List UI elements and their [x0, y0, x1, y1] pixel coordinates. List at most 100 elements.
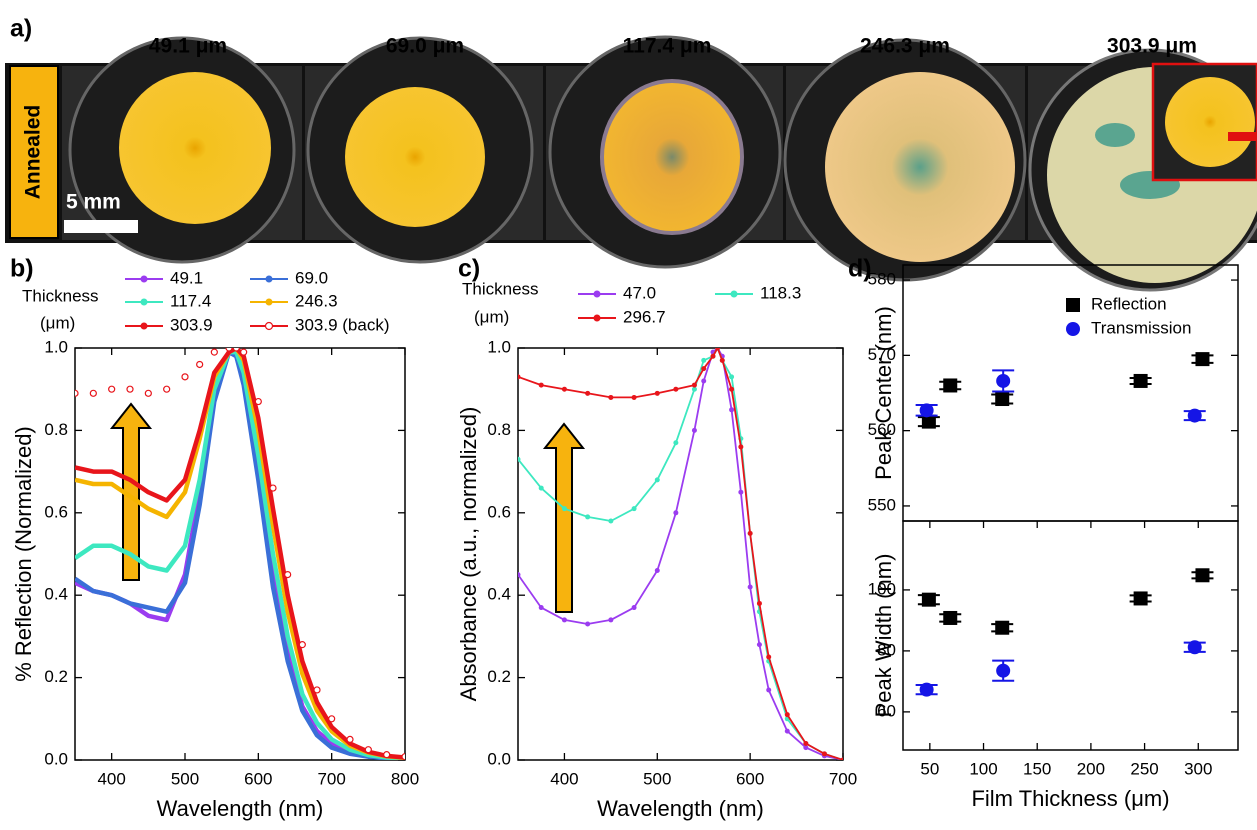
sample-label: 117.4 μm [623, 35, 712, 58]
y-tick-label: 0.4 [487, 585, 511, 604]
y-axis-label: Peak Center (nm) [871, 306, 896, 480]
plot-area [75, 348, 405, 760]
marker [538, 382, 544, 388]
marker [631, 394, 637, 400]
x-tick-label: 600 [736, 769, 764, 788]
y-tick-label: 1.0 [44, 337, 68, 356]
marker [730, 290, 738, 298]
legend-label: 246.3 [295, 291, 338, 310]
series-line [75, 349, 405, 760]
marker [738, 489, 744, 495]
marker [691, 427, 697, 433]
x-axis-label: Wavelength (nm) [157, 796, 324, 821]
x-tick-label: 300 [1184, 759, 1212, 778]
marker [766, 687, 772, 693]
marker [585, 621, 591, 627]
marker [631, 506, 637, 512]
marker [265, 298, 273, 306]
marker [518, 572, 521, 578]
arrow [109, 402, 153, 581]
marker [89, 389, 97, 397]
marker [710, 353, 716, 359]
marker [585, 514, 591, 520]
marker [140, 298, 148, 306]
series-line [75, 349, 405, 760]
legend-label: 47.0 [623, 283, 656, 302]
marker [608, 617, 614, 623]
marker [346, 735, 354, 744]
marker [943, 378, 958, 393]
marker [701, 357, 707, 363]
sample-label: 49.1 μm [149, 35, 227, 58]
legend-title: (μm) [474, 307, 509, 326]
y-tick-label: 0.4 [44, 585, 68, 604]
marker [284, 570, 292, 579]
series-line [75, 348, 405, 760]
marker [715, 348, 721, 351]
plot-frame [517, 347, 844, 761]
marker [747, 584, 753, 590]
marker [691, 382, 697, 388]
marker [996, 373, 1011, 388]
marker [803, 745, 809, 751]
y-tick-label: 0.2 [44, 667, 68, 686]
marker [654, 567, 660, 573]
marker [196, 360, 204, 369]
marker [766, 654, 772, 660]
marker [921, 414, 936, 429]
marker [298, 641, 306, 649]
marker [75, 389, 79, 397]
legend-label: 303.9 [170, 315, 213, 334]
y-tick-label: 0.0 [487, 749, 511, 768]
y-axis-label: % Reflection (Normalized) [11, 426, 36, 682]
arrow [542, 422, 586, 613]
marker [538, 605, 544, 611]
marker [593, 314, 601, 322]
series-line [518, 348, 843, 760]
panel-label: d) [848, 255, 872, 283]
x-tick-label: 200 [1077, 759, 1105, 778]
y-tick-label: 80 [877, 640, 896, 659]
x-tick-label: 500 [171, 769, 199, 788]
marker [1187, 640, 1202, 655]
sample-label: 303.9 μm [1107, 35, 1197, 58]
marker [518, 456, 521, 462]
marker [593, 290, 601, 298]
plot-frame [902, 520, 1239, 751]
marker [240, 348, 248, 356]
y-axis-label: Absorbance (a.u., normalized) [456, 407, 481, 702]
panel-label: a) [10, 15, 32, 43]
x-tick-label: 400 [550, 769, 578, 788]
y-tick-label: 0.6 [487, 502, 511, 521]
y-tick-label: 100 [868, 579, 896, 598]
y-tick-label: 0.0 [44, 749, 68, 768]
y-tick-label: 570 [868, 345, 896, 364]
legend-title: Thickness [462, 279, 539, 298]
legend-label: 296.7 [623, 307, 666, 326]
legend-label: Reflection [1091, 294, 1167, 313]
marker [821, 751, 827, 757]
marker [254, 397, 262, 406]
marker [585, 390, 591, 396]
marker [996, 663, 1011, 678]
x-tick-label: 400 [97, 769, 125, 788]
x-tick-label: 800 [391, 769, 419, 788]
marker [943, 610, 958, 625]
legend-title: (μm) [40, 313, 75, 332]
marker [1066, 322, 1080, 336]
marker [561, 386, 567, 392]
marker [181, 373, 189, 381]
marker [210, 348, 218, 356]
marker [729, 374, 735, 380]
marker [401, 753, 405, 760]
marker [840, 757, 843, 760]
marker [673, 510, 679, 516]
x-tick-label: 700 [829, 769, 857, 788]
marker [784, 712, 790, 718]
legend-label: 117.4 [170, 291, 211, 310]
marker [784, 728, 790, 734]
legend-label: 303.9 (back) [295, 315, 390, 334]
x-tick-label: 50 [920, 759, 939, 778]
marker [1133, 373, 1148, 388]
